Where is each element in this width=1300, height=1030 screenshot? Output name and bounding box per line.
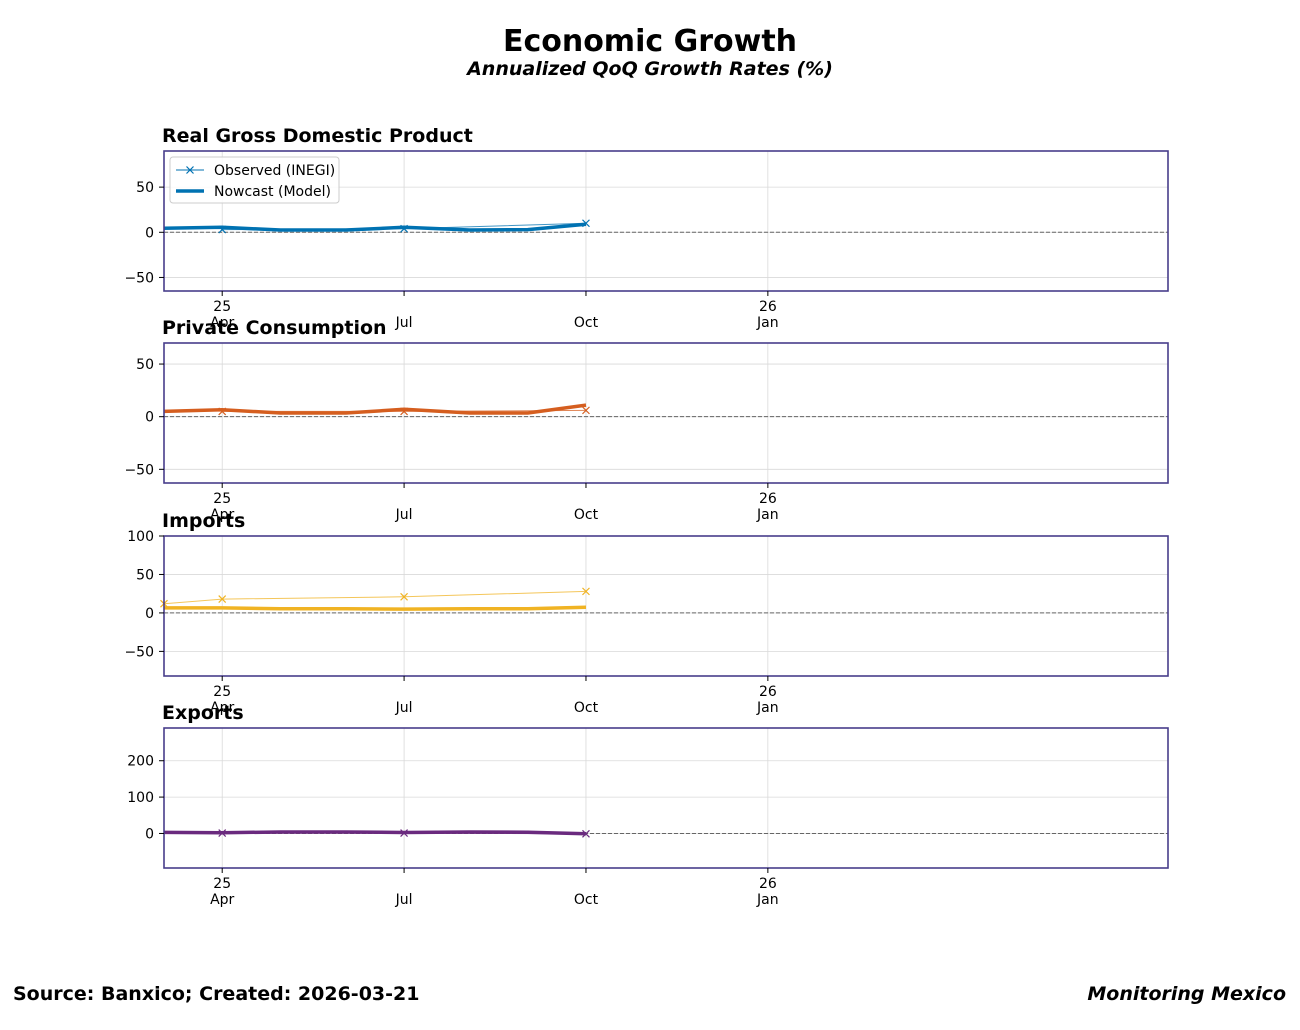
observed-point <box>582 587 590 596</box>
y-tick-label: 0 <box>145 606 154 622</box>
x-tick-year-label: 25 <box>213 876 231 892</box>
y-tick-label: −50 <box>124 462 154 478</box>
y-tick-label: 200 <box>127 754 154 770</box>
x-tick-month-label: Oct <box>574 315 599 331</box>
plot-frame <box>163 342 1169 484</box>
x-tick-month-label: Jan <box>756 315 779 331</box>
y-tick-label: 0 <box>145 826 154 842</box>
plot-frame <box>163 150 1169 292</box>
x-tick-year-label: 25 <box>213 299 231 315</box>
brand-label: Monitoring Mexico <box>1087 983 1286 1005</box>
page-subtitle: Annualized QoQ Growth Rates (%) <box>467 58 833 80</box>
chart-legend: Observed (INEGI) Nowcast (Model) <box>169 156 340 204</box>
x-tick-month-label: Apr <box>210 700 234 716</box>
x-tick-year-label: 26 <box>759 299 777 315</box>
x-tick-month-label: Jul <box>395 892 413 908</box>
page-title: Economic Growth <box>502 24 798 59</box>
y-tick-label: 0 <box>145 410 154 426</box>
legend-box <box>169 156 340 204</box>
x-tick-year-label: 26 <box>759 684 777 700</box>
x-tick-month-label: Apr <box>210 507 234 523</box>
y-tick-label: −50 <box>124 644 154 660</box>
panel-title: Real Gross Domestic Product <box>162 125 473 147</box>
observed-point <box>218 595 227 604</box>
source-note: Source: Banxico; Created: 2026-03-21 <box>13 983 420 1005</box>
x-tick-year-label: 26 <box>759 491 777 507</box>
panel-title: Private Consumption <box>162 317 387 339</box>
y-tick-label: −50 <box>124 270 154 286</box>
x-tick-month-label: Jul <box>395 315 413 331</box>
observed-point <box>400 592 409 601</box>
y-tick-label: 50 <box>136 357 154 373</box>
x-tick-year-label: 25 <box>213 491 231 507</box>
x-tick-month-label: Apr <box>210 315 234 331</box>
legend-observed-label: Observed (INEGI) <box>214 163 335 179</box>
x-tick-month-label: Jan <box>756 507 779 523</box>
panel-title: Imports <box>162 510 245 532</box>
plot-frame <box>163 535 1169 677</box>
y-tick-label: 100 <box>127 529 154 545</box>
x-tick-year-label: 26 <box>759 876 777 892</box>
legend-observed-marker <box>186 166 194 174</box>
legend-nowcast-label: Nowcast (Model) <box>214 184 331 200</box>
observed-point <box>582 406 590 415</box>
y-tick-label: 50 <box>136 567 154 583</box>
x-tick-month-label: Jan <box>756 700 779 716</box>
nowcast-series-line <box>164 830 587 836</box>
y-tick-label: 0 <box>145 225 154 241</box>
x-tick-month-label: Jul <box>395 507 413 523</box>
x-tick-month-label: Jul <box>395 700 413 716</box>
nowcast-series-line <box>164 605 587 611</box>
nowcast-series-line <box>164 403 587 415</box>
observed-series-line <box>164 590 587 605</box>
x-tick-month-label: Oct <box>574 507 599 523</box>
x-tick-year-label: 25 <box>213 684 231 700</box>
y-tick-label: 100 <box>127 790 154 806</box>
x-tick-month-label: Apr <box>210 892 234 908</box>
plot-frame <box>163 727 1169 869</box>
nowcast-series-line <box>164 222 587 232</box>
x-tick-month-label: Jan <box>756 892 779 908</box>
panel-title: Exports <box>162 702 244 724</box>
x-tick-month-label: Oct <box>574 892 599 908</box>
x-tick-month-label: Oct <box>574 700 599 716</box>
y-tick-label: 50 <box>136 180 154 196</box>
